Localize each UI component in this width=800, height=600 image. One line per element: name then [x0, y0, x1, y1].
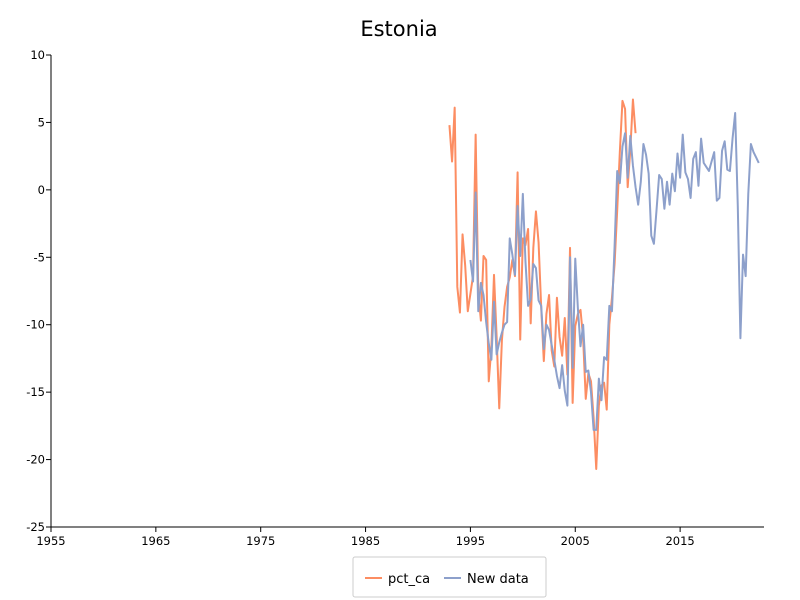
x-tick-label: 1955 — [36, 534, 65, 548]
legend: pct_ca New data — [352, 556, 547, 598]
y-tick-label: 10 — [30, 48, 45, 62]
legend-item-pct-ca[interactable]: pct_ca — [365, 572, 430, 587]
chart-title: Estonia — [360, 17, 437, 41]
legend-label-new-data: New data — [467, 572, 529, 587]
y-tick-label: -10 — [26, 318, 45, 332]
y-tick-label: 0 — [38, 183, 45, 197]
legend-label-pct-ca: pct_ca — [388, 572, 430, 587]
x-tick-label: 1975 — [246, 534, 275, 548]
x-axis-ticks: 1955 1965 1975 1985 1995 2005 2015 — [36, 527, 695, 548]
x-tick-label: 1995 — [456, 534, 485, 548]
y-tick-label: -25 — [26, 520, 45, 534]
x-tick-label: 1985 — [351, 534, 380, 548]
y-tick-label: -5 — [34, 250, 45, 264]
axes: 10 5 0 -5 -10 -15 -20 -25 1955 1965 1975 1985 1995 2… — [26, 48, 764, 548]
x-tick-label: 2005 — [561, 534, 590, 548]
series-layer — [448, 98, 760, 471]
y-tick-label: 5 — [38, 115, 45, 129]
series-line-new-data — [469, 111, 760, 431]
y-tick-label: -15 — [26, 385, 45, 399]
legend-item-new-data[interactable]: New data — [444, 572, 529, 587]
x-tick-label: 1965 — [141, 534, 170, 548]
y-tick-label: -20 — [26, 453, 45, 467]
y-axis-ticks: 10 5 0 -5 -10 -15 -20 -25 — [26, 48, 51, 534]
x-tick-label: 2015 — [665, 534, 694, 548]
